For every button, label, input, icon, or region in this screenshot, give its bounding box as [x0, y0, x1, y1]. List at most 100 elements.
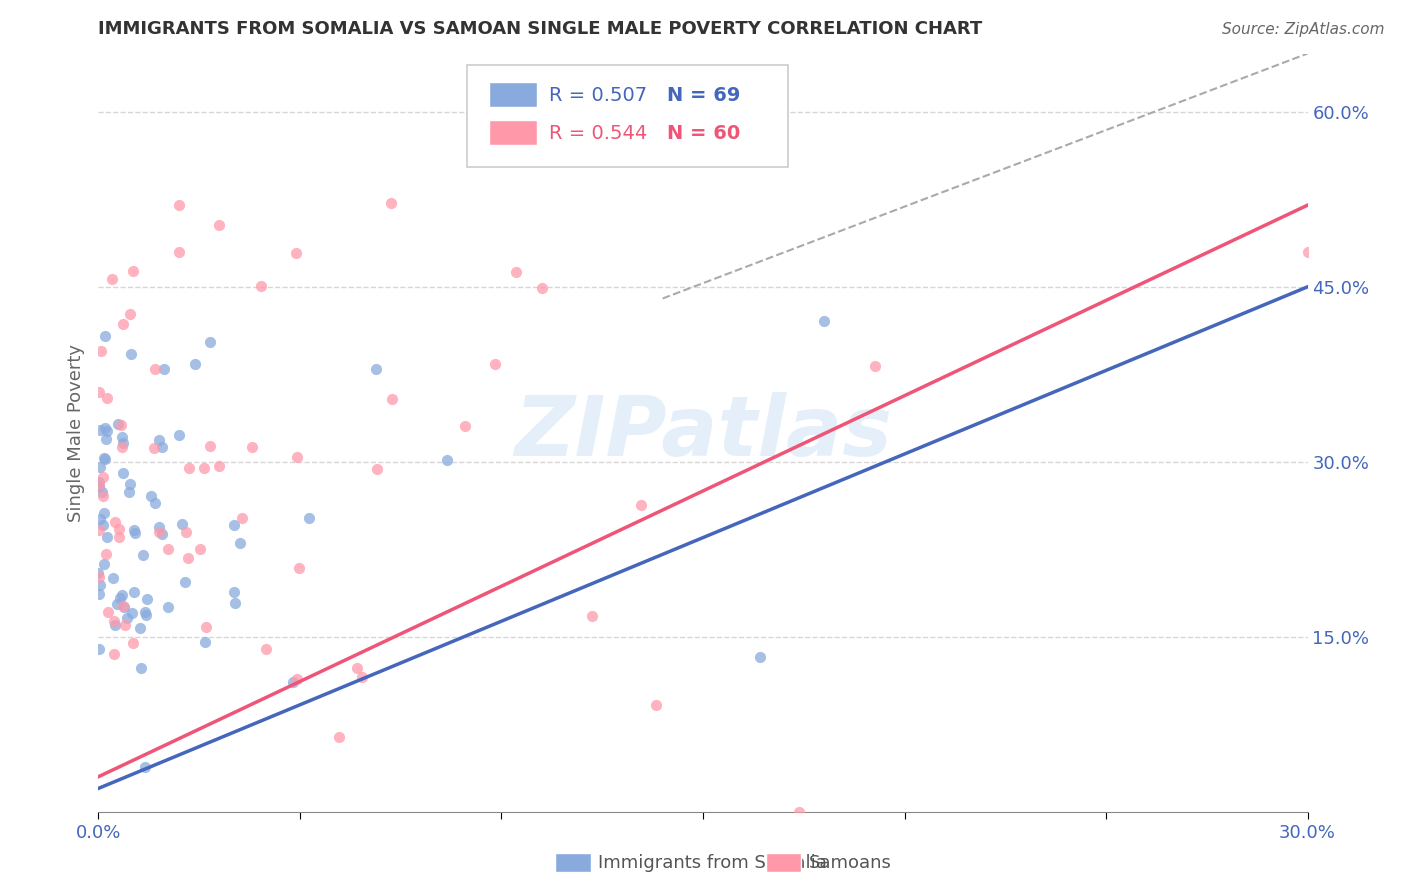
- Point: [111, 435, 134, 450]
- Point: [530, 281, 553, 295]
- Point: [157, 541, 180, 556]
- Point: [813, 314, 835, 328]
- Point: [131, 548, 153, 562]
- Point: [364, 361, 387, 376]
- Point: [250, 278, 273, 293]
- Point: [107, 522, 129, 536]
- Point: [630, 498, 652, 512]
- Point: [93, 558, 115, 572]
- Point: [111, 467, 134, 481]
- Point: [254, 642, 277, 657]
- Point: [110, 417, 132, 432]
- Point: [101, 272, 124, 286]
- Point: [93, 506, 115, 520]
- Point: [114, 618, 136, 632]
- Point: [89, 423, 111, 437]
- Point: [121, 607, 143, 621]
- Point: [152, 440, 174, 454]
- Point: [108, 591, 131, 606]
- Text: R = 0.507: R = 0.507: [550, 86, 648, 104]
- Text: Samoans: Samoans: [808, 854, 891, 871]
- Point: [143, 362, 166, 376]
- Point: [748, 650, 770, 665]
- Point: [135, 608, 157, 623]
- Point: [122, 264, 145, 278]
- Point: [1296, 244, 1319, 259]
- Point: [104, 618, 127, 632]
- Point: [111, 440, 134, 454]
- Point: [89, 460, 111, 475]
- Point: [120, 347, 142, 361]
- Point: [352, 670, 374, 684]
- Point: [111, 588, 134, 602]
- Point: [87, 641, 110, 656]
- Point: [96, 424, 118, 438]
- Point: [122, 523, 145, 537]
- Point: [283, 675, 305, 690]
- Point: [184, 357, 207, 371]
- Point: [222, 518, 245, 533]
- Point: [195, 620, 218, 634]
- Point: [366, 462, 388, 476]
- Point: [124, 525, 146, 540]
- Point: [231, 511, 253, 525]
- Point: [103, 614, 125, 628]
- Point: [107, 417, 129, 431]
- Point: [287, 561, 309, 575]
- Text: N = 60: N = 60: [666, 124, 740, 143]
- Y-axis label: Single Male Poverty: Single Male Poverty: [66, 343, 84, 522]
- Point: [115, 610, 138, 624]
- Point: [284, 246, 307, 260]
- Point: [863, 359, 886, 373]
- Point: [240, 440, 263, 454]
- Point: [128, 621, 150, 635]
- Point: [297, 511, 319, 525]
- Point: [645, 698, 668, 712]
- Point: [148, 525, 170, 540]
- Point: [89, 477, 111, 491]
- Point: [167, 198, 190, 212]
- Point: [112, 599, 135, 614]
- Point: [93, 329, 115, 343]
- Point: [89, 478, 111, 492]
- Point: [454, 419, 477, 434]
- Point: [208, 459, 231, 474]
- Point: [167, 427, 190, 442]
- Text: IMMIGRANTS FROM SOMALIA VS SAMOAN SINGLE MALE POVERTY CORRELATION CHART: IMMIGRANTS FROM SOMALIA VS SAMOAN SINGLE…: [98, 21, 983, 38]
- Point: [380, 195, 402, 210]
- Point: [94, 547, 117, 561]
- Point: [89, 512, 111, 526]
- Point: [89, 384, 111, 399]
- Point: [90, 344, 112, 359]
- Text: ZIPatlas: ZIPatlas: [515, 392, 891, 473]
- Point: [103, 647, 125, 661]
- Point: [87, 570, 110, 584]
- Point: [118, 307, 141, 321]
- Point: [118, 484, 141, 499]
- Point: [108, 530, 131, 544]
- Point: [91, 484, 114, 499]
- Point: [484, 357, 506, 371]
- Point: [194, 635, 217, 649]
- FancyBboxPatch shape: [489, 82, 537, 107]
- Point: [156, 600, 179, 615]
- Point: [505, 265, 527, 279]
- Point: [91, 518, 114, 533]
- Point: [152, 362, 174, 376]
- Point: [198, 334, 221, 349]
- Point: [150, 527, 173, 541]
- Point: [177, 551, 200, 566]
- Point: [93, 451, 115, 466]
- Point: [787, 805, 810, 819]
- Point: [170, 516, 193, 531]
- Text: Immigrants from Somalia: Immigrants from Somalia: [598, 854, 827, 871]
- Point: [141, 489, 163, 503]
- Point: [91, 489, 114, 503]
- Point: [89, 587, 111, 601]
- Point: [87, 566, 110, 580]
- Point: [122, 585, 145, 599]
- Text: Source: ZipAtlas.com: Source: ZipAtlas.com: [1222, 22, 1385, 37]
- Point: [93, 451, 115, 466]
- Point: [97, 605, 120, 619]
- Point: [129, 661, 152, 675]
